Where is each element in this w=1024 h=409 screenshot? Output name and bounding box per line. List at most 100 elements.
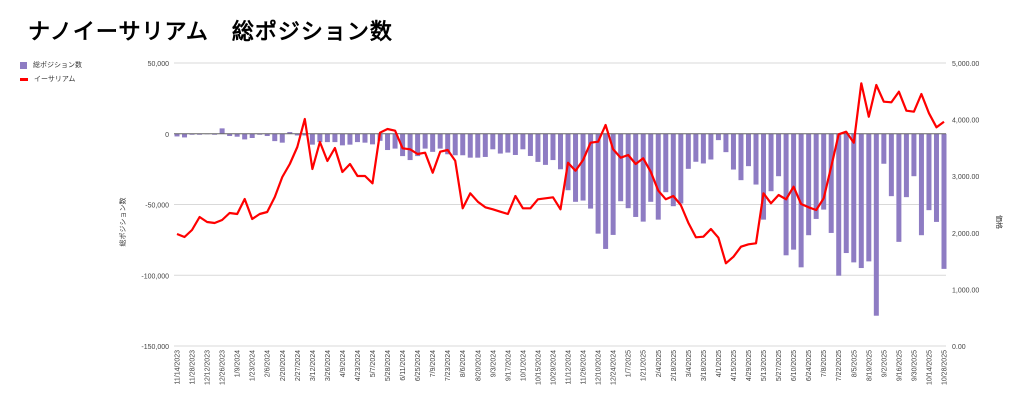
position-bar <box>806 133 812 236</box>
position-bar <box>542 133 548 165</box>
position-bar <box>753 133 759 185</box>
position-bar <box>685 133 691 169</box>
x-tick-label: 5/7/2024 <box>370 350 377 377</box>
chart-title: ナノイーサリアム 総ポジション数 <box>28 20 393 45</box>
position-bar <box>430 133 436 152</box>
position-bar <box>603 133 609 249</box>
y-right-tick-label: 5,000.00 <box>952 61 979 68</box>
position-bar <box>633 133 639 217</box>
x-tick-label: 1/23/2024 <box>250 350 257 381</box>
position-bar <box>828 133 834 233</box>
x-tick-label: 10/1/2024 <box>520 350 527 381</box>
x-tick-label: 7/22/2025 <box>836 350 843 381</box>
legend-bar-swatch <box>20 61 27 69</box>
x-tick-label: 3/18/2025 <box>701 350 708 381</box>
position-bar <box>573 133 579 202</box>
x-tick-label: 10/28/2025 <box>942 350 949 385</box>
position-bar <box>332 133 338 143</box>
position-bar <box>512 133 518 155</box>
position-bar <box>715 133 721 141</box>
position-bar <box>941 133 947 269</box>
position-bar <box>287 132 293 134</box>
position-bar <box>723 133 729 153</box>
y-left-tick-label: 0 <box>165 132 169 139</box>
position-bar <box>422 133 428 149</box>
x-tick-label: 9/16/2025 <box>896 350 903 381</box>
position-bar <box>174 133 180 137</box>
position-bar <box>926 133 932 211</box>
position-bar <box>761 133 767 220</box>
legend-item-positions: 総ポジション数 <box>20 60 82 70</box>
y-left-tick-label: -150,000 <box>141 344 169 351</box>
position-bar <box>415 133 421 157</box>
position-bar <box>791 133 797 250</box>
position-bar <box>490 133 496 150</box>
position-bar <box>776 133 782 177</box>
position-bar <box>452 133 458 156</box>
position-bar <box>663 133 669 193</box>
x-tick-label: 11/28/2023 <box>190 350 197 385</box>
x-tick-label: 2/4/2025 <box>656 350 663 377</box>
position-bar <box>249 133 255 138</box>
position-bar <box>482 133 488 157</box>
position-bar <box>903 133 909 198</box>
x-tick-label: 10/14/2025 <box>926 350 933 385</box>
position-bar <box>505 133 511 153</box>
x-tick-label: 6/11/2024 <box>400 350 407 381</box>
position-bar <box>896 133 902 242</box>
x-tick-label: 2/27/2024 <box>295 350 302 381</box>
position-bar <box>362 133 368 143</box>
x-tick-label: 5/27/2025 <box>776 350 783 381</box>
position-bar <box>678 133 684 204</box>
position-bar <box>798 133 804 268</box>
x-tick-label: 8/6/2024 <box>460 350 467 377</box>
y-right-tick-label: 1,000.00 <box>952 287 979 294</box>
position-bar <box>768 133 774 192</box>
position-bar <box>851 133 857 263</box>
position-bar <box>370 133 376 145</box>
position-bar <box>294 133 300 136</box>
x-tick-label: 11/12/2024 <box>566 350 573 385</box>
position-bar <box>302 133 308 136</box>
x-tick-label: 12/12/2023 <box>205 350 212 385</box>
x-tick-label: 9/2/2025 <box>881 350 888 377</box>
position-bar <box>745 133 751 167</box>
x-tick-label: 5/13/2025 <box>761 350 768 381</box>
position-bar <box>400 133 406 157</box>
position-bar <box>467 133 473 158</box>
position-bar <box>640 133 646 222</box>
x-tick-label: 9/30/2025 <box>911 350 918 381</box>
position-bar <box>836 133 842 276</box>
y-left-tick-label: -50,000 <box>145 203 169 210</box>
legend-line-swatch <box>20 77 28 81</box>
x-tick-label: 1/9/2024 <box>235 350 242 377</box>
position-bar <box>460 133 466 156</box>
position-bar <box>911 133 917 177</box>
x-tick-label: 3/26/2024 <box>325 350 332 381</box>
x-tick-label: 7/8/2025 <box>821 350 828 377</box>
y-right-tick-label: 0.00 <box>952 344 966 351</box>
position-bar <box>497 133 503 154</box>
position-bar <box>407 133 413 161</box>
position-bar <box>272 133 278 142</box>
position-bar <box>558 133 563 170</box>
position-bar <box>234 133 240 137</box>
y-right-tick-label: 2,000.00 <box>952 231 979 238</box>
y-left-tick-label: -100,000 <box>141 273 169 280</box>
x-tick-label: 11/26/2024 <box>581 350 588 385</box>
position-bar <box>700 133 706 164</box>
position-bar <box>264 133 270 137</box>
position-bar <box>821 133 827 210</box>
x-tick-label: 2/18/2025 <box>671 350 678 381</box>
position-bar <box>813 133 819 219</box>
x-tick-label: 1/21/2025 <box>641 350 648 381</box>
position-bar <box>888 133 894 197</box>
legend-label: イーサリアム <box>34 75 76 83</box>
position-bar <box>347 133 353 145</box>
position-bar <box>580 133 586 201</box>
x-tick-label: 10/15/2024 <box>535 350 542 385</box>
x-tick-label: 4/1/2025 <box>716 350 723 377</box>
position-bar <box>610 133 616 235</box>
position-bar <box>392 133 398 149</box>
